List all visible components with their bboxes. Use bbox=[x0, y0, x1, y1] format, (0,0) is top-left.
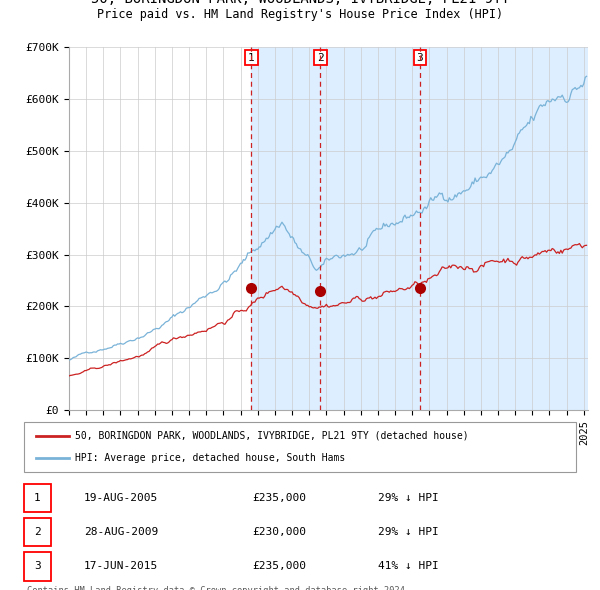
Text: 1: 1 bbox=[248, 53, 255, 63]
Text: Price paid vs. HM Land Registry's House Price Index (HPI): Price paid vs. HM Land Registry's House … bbox=[97, 8, 503, 21]
Text: £235,000: £235,000 bbox=[252, 493, 306, 503]
Text: 41% ↓ HPI: 41% ↓ HPI bbox=[378, 562, 439, 571]
Text: 50, BORINGDON PARK, WOODLANDS, IVYBRIDGE, PL21 9TY (detached house): 50, BORINGDON PARK, WOODLANDS, IVYBRIDGE… bbox=[75, 431, 469, 441]
Text: £235,000: £235,000 bbox=[252, 562, 306, 571]
Text: 28-AUG-2009: 28-AUG-2009 bbox=[84, 527, 158, 537]
Text: 29% ↓ HPI: 29% ↓ HPI bbox=[378, 527, 439, 537]
Text: 2: 2 bbox=[317, 53, 324, 63]
Text: 1: 1 bbox=[34, 493, 41, 503]
Text: HPI: Average price, detached house, South Hams: HPI: Average price, detached house, Sout… bbox=[75, 453, 345, 463]
Bar bbox=[251, 47, 588, 410]
Text: 29% ↓ HPI: 29% ↓ HPI bbox=[378, 493, 439, 503]
Text: Contains HM Land Registry data © Crown copyright and database right 2024.: Contains HM Land Registry data © Crown c… bbox=[27, 586, 410, 590]
Text: 17-JUN-2015: 17-JUN-2015 bbox=[84, 562, 158, 571]
Text: 2: 2 bbox=[34, 527, 41, 537]
Text: 19-AUG-2005: 19-AUG-2005 bbox=[84, 493, 158, 503]
Text: 3: 3 bbox=[416, 53, 424, 63]
Text: 3: 3 bbox=[34, 562, 41, 571]
Text: 50, BORINGDON PARK, WOODLANDS, IVYBRIDGE, PL21 9TY: 50, BORINGDON PARK, WOODLANDS, IVYBRIDGE… bbox=[91, 0, 509, 6]
Text: £230,000: £230,000 bbox=[252, 527, 306, 537]
